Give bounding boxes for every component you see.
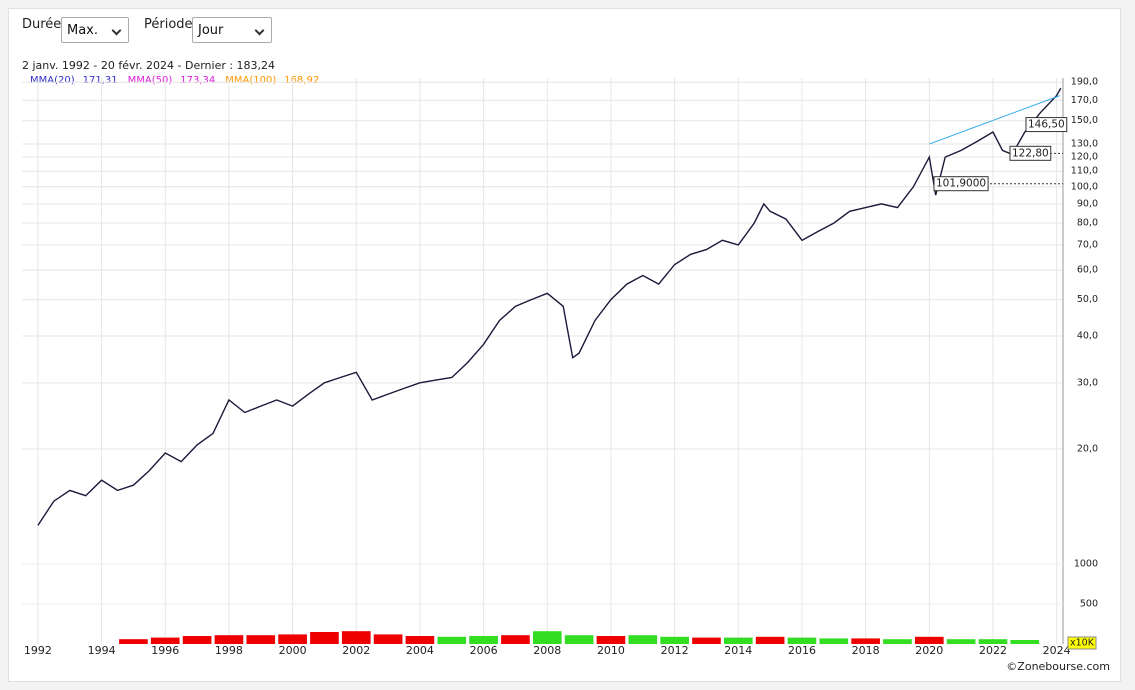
volume-bar [1010, 640, 1040, 644]
y-tick-label: 70,0 [1077, 239, 1098, 250]
price-line [37, 87, 1062, 526]
average-name: MMA(20) [30, 75, 75, 86]
volume-bar [532, 631, 562, 644]
y-tick-label: 40,0 [1077, 330, 1098, 341]
y-tick-label: 130,0 [1071, 139, 1098, 150]
volume-bar [564, 635, 594, 644]
unit-label: x10K [1070, 638, 1095, 649]
annotation-box [933, 176, 989, 192]
x-tick-label: 2012 [661, 644, 689, 657]
y-tick-label: 1000 [1074, 559, 1098, 570]
volume-bar [692, 637, 721, 644]
volume-bar [660, 636, 689, 644]
x-tick-label: 2020 [915, 644, 943, 657]
unit-box [1067, 636, 1097, 650]
y-tick-label: 500 [1080, 599, 1098, 610]
x-tick-label: 2022 [979, 644, 1007, 657]
volume-bar [469, 636, 498, 644]
trend-line [929, 95, 1060, 145]
average-value: 171,31 [83, 75, 118, 86]
y-tick-label: 20,0 [1077, 443, 1098, 454]
annotation-label: 101,9000 [936, 178, 986, 190]
volume-bar [437, 636, 467, 644]
x-tick-label: 2000 [279, 644, 307, 657]
copyright: ©Zonebourse.com [1006, 660, 1110, 673]
volume-bar [246, 635, 276, 644]
volume-bar [119, 639, 148, 644]
volume-bar [946, 639, 976, 644]
x-tick-label: 2014 [724, 644, 752, 657]
volume-bar [978, 639, 1008, 644]
volume-bar [596, 636, 626, 644]
x-tick-label: 1998 [215, 644, 243, 657]
x-tick-label: 1994 [88, 644, 116, 657]
volume-bar [628, 635, 658, 644]
y-tick-label: 80,0 [1077, 218, 1098, 229]
average-name: MMA(100) [225, 75, 276, 86]
y-tick-label: 100,0 [1071, 181, 1098, 192]
volume-bar [851, 638, 880, 644]
x-tick-label: 2018 [852, 644, 880, 657]
y-tick-label: 170,0 [1071, 95, 1098, 106]
volume-bar [182, 636, 212, 644]
y-tick-label: 90,0 [1077, 198, 1098, 209]
range-text: 2 janv. 1992 - 20 févr. 2024 - Dernier :… [22, 59, 275, 72]
x-tick-label: 2004 [406, 644, 434, 657]
y-tick-label: 150,0 [1071, 115, 1098, 126]
x-tick-label: 1996 [151, 644, 179, 657]
volume-bar [405, 636, 435, 644]
x-tick-label: 1992 [24, 644, 52, 657]
volume-bar [373, 634, 403, 644]
volume-bar [214, 635, 244, 644]
x-tick-label: 2008 [533, 644, 561, 657]
annotation-label: 122,80 [1012, 147, 1049, 159]
volume-bar [883, 639, 912, 644]
average-name: MMA(50) [128, 75, 173, 86]
volume-bar [787, 637, 817, 644]
annotation-box [1025, 117, 1068, 133]
y-tick-label: 30,0 [1077, 377, 1098, 388]
average-value: 173,34 [180, 75, 215, 86]
y-tick-label: 120,0 [1071, 152, 1098, 163]
annotation-label: 146,50 [1028, 119, 1065, 131]
volume-bar [278, 634, 307, 644]
volume-bar [501, 635, 530, 644]
x-tick-label: 2002 [342, 644, 370, 657]
volume-bar [150, 637, 180, 644]
y-tick-label: 50,0 [1077, 294, 1098, 305]
y-tick-label: 110,0 [1071, 166, 1098, 177]
volume-bar [310, 632, 339, 644]
volume-bar [755, 636, 785, 644]
period-select[interactable]: Jour [192, 17, 272, 43]
x-tick-label: 2016 [788, 644, 816, 657]
volume-bar [723, 637, 753, 644]
x-tick-label: 2006 [470, 644, 498, 657]
y-tick-label: 60,0 [1077, 264, 1098, 275]
period-label: Période [144, 17, 193, 32]
duration-select[interactable]: Max. [61, 17, 129, 43]
duration-label: Durée [22, 17, 62, 32]
y-tick-label: 190,0 [1071, 77, 1098, 88]
volume-bar [914, 636, 944, 644]
volume-bar [341, 631, 371, 644]
x-tick-label: 2024 [1043, 644, 1071, 657]
average-value: 168,92 [284, 75, 319, 86]
x-tick-label: 2010 [597, 644, 625, 657]
volume-bar [819, 638, 849, 644]
annotation-box [1009, 145, 1052, 161]
